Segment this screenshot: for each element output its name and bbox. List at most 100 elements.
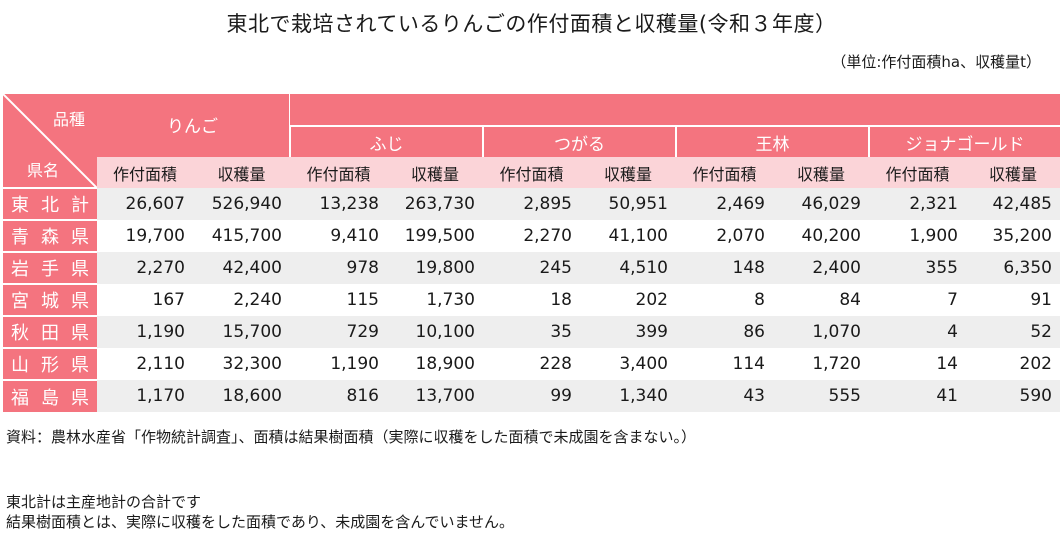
table-row: 東北計 26,607 526,940 13,238 263,730 2,895 50,951… [3, 187, 1060, 220]
value-cell: 91 [966, 284, 1060, 316]
subheader-harvest: 収穫量 [387, 157, 483, 188]
apple-table: 品種 県名 りんご ふじ つがる 王林 ジョナゴールド 作付面積 収穫量 作付面… [3, 94, 1060, 412]
subheader-harvest: 収穫量 [773, 157, 869, 188]
unit-note: （単位:作付面積ha、収穫量t） [831, 53, 1041, 71]
value-cell: 19,800 [387, 252, 483, 284]
value-cell: 399 [580, 316, 676, 348]
value-cell: 555 [773, 380, 869, 412]
prefecture-cell: 宮城県 [3, 283, 97, 316]
table-row: 福島県 1,170 18,600 816 13,700 99 1,340 43 555 41 590 [3, 379, 1060, 412]
value-cell: 202 [580, 284, 676, 316]
value-cell: 590 [966, 380, 1060, 412]
value-cell: 8 [676, 284, 773, 316]
value-cell: 263,730 [387, 188, 483, 220]
note-total: 東北計は主産地計の合計です [6, 493, 202, 511]
value-cell: 729 [290, 316, 387, 348]
value-cell: 42,400 [193, 252, 290, 284]
value-cell: 18,900 [387, 348, 483, 380]
value-cell: 1,190 [97, 316, 193, 348]
value-cell: 42,485 [966, 188, 1060, 220]
subheader-harvest: 収穫量 [966, 157, 1060, 188]
variety-header-tsugaru: つがる [482, 125, 676, 157]
value-cell: 355 [869, 252, 966, 284]
value-cell: 10,100 [387, 316, 483, 348]
variety-header-jonagold: ジョナゴールド [868, 125, 1060, 157]
table-row: 山形県 2,110 32,300 1,190 18,900 228 3,400 114 1,72… [3, 347, 1060, 380]
value-cell: 2,270 [97, 252, 193, 284]
value-cell: 978 [290, 252, 387, 284]
subheader-area: 作付面積 [869, 157, 966, 188]
value-cell: 52 [966, 316, 1060, 348]
value-cell: 86 [676, 316, 773, 348]
value-cell: 2,070 [676, 220, 773, 252]
value-cell: 202 [966, 348, 1060, 380]
value-cell: 4 [869, 316, 966, 348]
subheader-area: 作付面積 [483, 157, 580, 188]
value-cell: 2,321 [869, 188, 966, 220]
value-cell: 1,730 [387, 284, 483, 316]
value-cell: 245 [483, 252, 580, 284]
value-cell: 2,895 [483, 188, 580, 220]
subheader-harvest: 収穫量 [580, 157, 676, 188]
variety-header-fuji: ふじ [289, 125, 483, 157]
table-row: 岩手県 2,270 42,400 978 19,800 245 4,510 148 2,400 3… [3, 251, 1060, 284]
value-cell: 526,940 [193, 188, 290, 220]
value-cell: 13,238 [290, 188, 387, 220]
value-cell: 415,700 [193, 220, 290, 252]
page-title: 東北で栽培されているりんごの作付面積と収穫量(令和３年度） [226, 12, 837, 36]
value-cell: 1,720 [773, 348, 869, 380]
value-cell: 18,600 [193, 380, 290, 412]
value-cell: 84 [773, 284, 869, 316]
subheader-area: 作付面積 [676, 157, 773, 188]
value-cell: 199,500 [387, 220, 483, 252]
table-row: 秋田県 1,190 15,700 729 10,100 35 399 86 1,070 4 52 [3, 315, 1060, 348]
value-cell: 19,700 [97, 220, 193, 252]
value-cell: 228 [483, 348, 580, 380]
value-cell: 1,340 [580, 380, 676, 412]
table-row: 青森県 19,700 415,700 9,410 199,500 2,270 41,100 2… [3, 219, 1060, 252]
source-note: 資料：農林水産省「作物統計調査」、面積は結果樹面積（実際に収穫をした面積で未成園… [6, 428, 697, 446]
value-cell: 2,240 [193, 284, 290, 316]
value-cell: 14 [869, 348, 966, 380]
value-cell: 1,190 [290, 348, 387, 380]
value-cell: 148 [676, 252, 773, 284]
corner-label-variety: 品種 [52, 110, 85, 129]
value-cell: 1,170 [97, 380, 193, 412]
value-cell: 13,700 [387, 380, 483, 412]
value-cell: 40,200 [773, 220, 869, 252]
note-bearing-area: 結果樹面積とは、実際に収穫をした面積であり、未成園を含んでいません。 [6, 513, 515, 531]
value-cell: 41,100 [580, 220, 676, 252]
subheader-area: 作付面積 [97, 157, 193, 188]
value-cell: 6,350 [966, 252, 1060, 284]
value-cell: 115 [290, 284, 387, 316]
value-cell: 2,110 [97, 348, 193, 380]
value-cell: 26,607 [97, 188, 193, 220]
value-cell: 99 [483, 380, 580, 412]
value-cell: 2,400 [773, 252, 869, 284]
value-cell: 50,951 [580, 188, 676, 220]
value-cell: 1,070 [773, 316, 869, 348]
value-cell: 167 [97, 284, 193, 316]
group-header-ringo: りんご [97, 94, 290, 157]
value-cell: 2,270 [483, 220, 580, 252]
value-cell: 32,300 [193, 348, 290, 380]
value-cell: 4,510 [580, 252, 676, 284]
corner-header: 品種 県名 [3, 94, 97, 188]
prefecture-cell: 秋田県 [3, 315, 97, 348]
value-cell: 15,700 [193, 316, 290, 348]
prefecture-cell: 青森県 [3, 219, 97, 252]
value-cell: 7 [869, 284, 966, 316]
value-cell: 43 [676, 380, 773, 412]
value-cell: 46,029 [773, 188, 869, 220]
table-row: 宮城県 167 2,240 115 1,730 18 202 8 84 7 91 [3, 283, 1060, 316]
corner-diagonal [3, 94, 97, 188]
value-cell: 9,410 [290, 220, 387, 252]
corner-label-prefecture: 県名 [27, 161, 60, 180]
value-cell: 2,469 [676, 188, 773, 220]
prefecture-cell: 山形県 [3, 347, 97, 380]
variety-header-orin: 王林 [675, 125, 869, 157]
value-cell: 816 [290, 380, 387, 412]
value-cell: 18 [483, 284, 580, 316]
value-cell: 35 [483, 316, 580, 348]
prefecture-cell: 東北計 [3, 187, 97, 220]
